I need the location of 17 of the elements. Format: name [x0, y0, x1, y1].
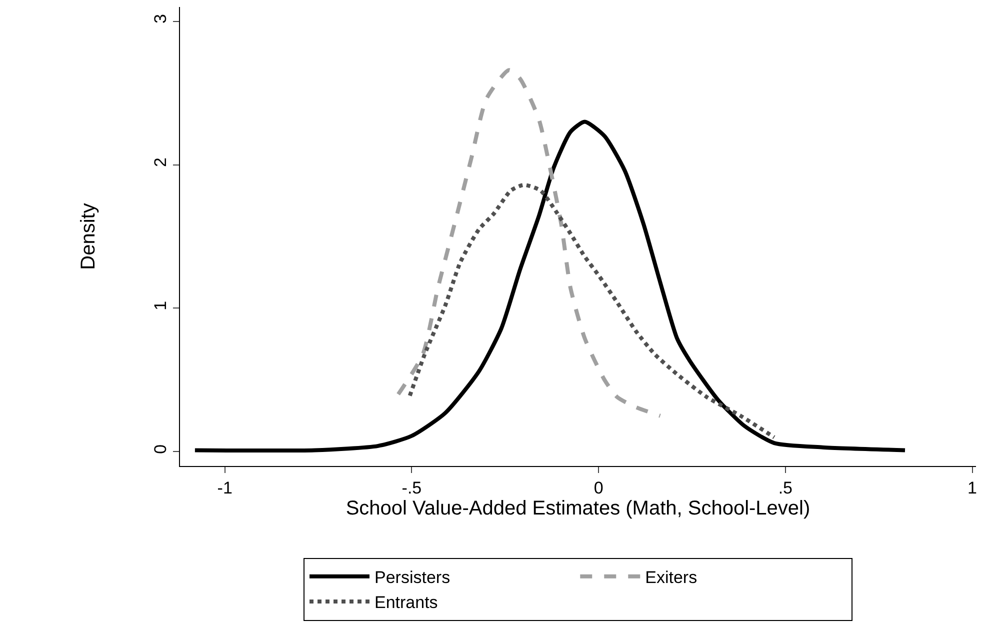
x-tick-label: 1: [968, 478, 977, 498]
line-series: [396, 68, 662, 418]
line-series: [192, 120, 907, 453]
x-tick-label: .5: [778, 478, 793, 498]
legend-label: Persisters: [374, 568, 450, 587]
legend-label: Entrants: [374, 593, 438, 612]
x-tick-label: 0: [594, 478, 604, 498]
y-tick-label: 0: [151, 444, 170, 454]
y-tick-label: 3: [151, 14, 170, 24]
legend-label: Exiters: [645, 568, 698, 587]
y-axis-title: Density: [78, 203, 100, 270]
y-tick-label: 2: [151, 157, 170, 167]
y-tick-label: 1: [151, 300, 170, 310]
x-tick-label: -.5: [402, 478, 422, 498]
line-series: [408, 182, 776, 440]
x-axis-title: School Value-Added Estimates (Math, School-Level): [346, 497, 810, 520]
x-tick-label: -1: [217, 478, 232, 498]
